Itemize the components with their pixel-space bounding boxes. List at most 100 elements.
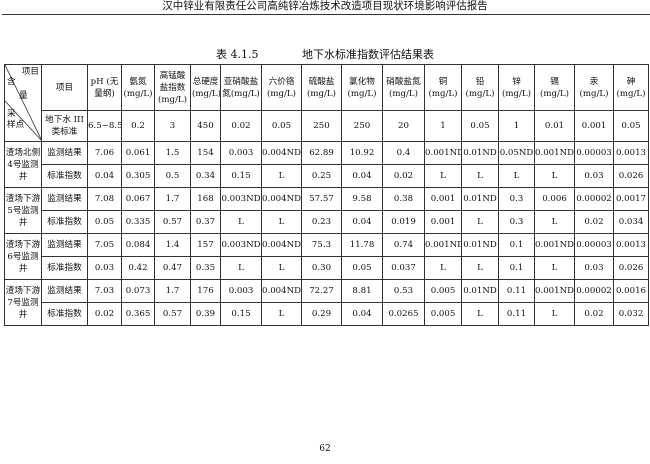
table-cell: L <box>461 210 499 234</box>
table-cell: 0.38 <box>382 187 425 211</box>
table-cell: 0.004ND <box>261 187 302 211</box>
standard-value: 0.05 <box>261 110 302 142</box>
table-cell: 0.47 <box>154 256 191 280</box>
table-cell: 0.0265 <box>382 302 425 326</box>
standard-value: 1 <box>424 110 462 142</box>
table-cell: 0.073 <box>121 279 155 303</box>
row-label: 监测结果 <box>41 233 88 257</box>
table-cell: 0.11 <box>498 279 535 303</box>
table-number: 表 4.1.5 <box>216 48 259 61</box>
column-header: 六价铬 (mg/L) <box>261 64 302 111</box>
table-cell: L <box>261 302 302 326</box>
table-cell: 57.57 <box>301 187 342 211</box>
table-cell: 0.4 <box>382 141 425 165</box>
table-cell: 0.02 <box>574 210 614 234</box>
table-cell: 0.00003 <box>574 233 614 257</box>
table-cell: 0.1 <box>498 256 535 280</box>
row-label: 监测结果 <box>41 141 88 165</box>
table-cell: 0.0013 <box>613 141 649 165</box>
table-cell: L <box>220 210 262 234</box>
standard-value: 0.05 <box>461 110 499 142</box>
table-cell: 7.08 <box>87 187 122 211</box>
table-cell: 8.81 <box>341 279 383 303</box>
standard-value: 3 <box>154 110 191 142</box>
table-cell: 0.30 <box>301 256 342 280</box>
table-cell: 0.5 <box>154 164 191 188</box>
table-cell: 0.003ND <box>220 187 262 211</box>
table-cell: 0.74 <box>382 233 425 257</box>
table-cell: 0.034 <box>613 210 649 234</box>
table-cell: 0.003 <box>220 141 262 165</box>
table-cell: 0.11 <box>498 302 535 326</box>
table-cell: 0.026 <box>613 256 649 280</box>
table-cell: 0.42 <box>121 256 155 280</box>
groundwater-index-table: 项目 含 量 采样点 项目 pH (无量纲) 氨氮 (mg/L) 高锰酸盐指数 (mg… <box>4 64 649 326</box>
table-cell: 0.084 <box>121 233 155 257</box>
table-cell: 0.04 <box>341 210 383 234</box>
column-header: 氨氮 (mg/L) <box>121 64 155 111</box>
table-cell: 1.7 <box>154 279 191 303</box>
table-cell: 154 <box>190 141 221 165</box>
column-header: 高锰酸盐指数 (mg/L) <box>154 64 191 111</box>
table-cell: 0.03 <box>574 256 614 280</box>
table-cell: 0.3 <box>498 187 535 211</box>
table-cell: 0.061 <box>121 141 155 165</box>
table-cell: 0.00002 <box>574 279 614 303</box>
table-cell: 0.004ND <box>261 141 302 165</box>
column-header: 铜 (mg/L) <box>424 64 462 111</box>
column-header: 硫酸盐 (mg/L) <box>301 64 342 111</box>
table-row: 标准指数 0.05 0.335 0.57 0.37 L L 0.23 0.04 0.019 0.00… <box>5 210 649 234</box>
table-cell: 0.004ND <box>261 233 302 257</box>
table-cell: L <box>424 256 462 280</box>
diagonal-lines <box>5 65 41 140</box>
table-cell: 0.02 <box>382 164 425 188</box>
standard-value: 6.5~8.5 <box>87 110 122 142</box>
standard-value: 250 <box>341 110 383 142</box>
table-cell: 0.001 <box>424 187 462 211</box>
corner-label-amount: 量 <box>19 91 28 101</box>
corner-label-site: 采样点 <box>7 109 25 130</box>
row-label: 标准指数 <box>41 302 88 326</box>
table-cell: 0.02 <box>574 302 614 326</box>
table-cell: 1.4 <box>154 233 191 257</box>
standard-value: 0.01 <box>534 110 575 142</box>
table-cell: L <box>534 210 575 234</box>
row-label: 监测结果 <box>41 187 88 211</box>
row-label: 标准指数 <box>41 210 88 234</box>
table-cell: 0.35 <box>190 256 221 280</box>
table-cell: 0.006 <box>534 187 575 211</box>
table-row: 渣场下游6号监测井 监测结果 7.05 0.084 1.4 157 0.003ND 0.004… <box>4 233 649 280</box>
table-cell: 0.001ND <box>534 279 575 303</box>
column-header: 锌 (mg/L) <box>498 64 535 111</box>
column-header: 氯化物 (mg/L) <box>341 64 383 111</box>
column-header: pH (无量纲) <box>87 64 122 111</box>
site-name: 渣场下游6号监测井 <box>4 233 42 280</box>
table-cell: 0.15 <box>220 302 262 326</box>
site-name: 渣场下游7号监测井 <box>4 279 42 326</box>
site-name: 渣场北侧4号监测井 <box>4 141 42 188</box>
table-cell: 0.037 <box>382 256 425 280</box>
standard-value: 0.05 <box>613 110 649 142</box>
table-cell: 0.003ND <box>220 233 262 257</box>
table-cell: L <box>261 256 302 280</box>
standard-value: 20 <box>382 110 425 142</box>
table-cell: 7.05 <box>87 233 122 257</box>
table-cell: 0.001ND <box>424 141 462 165</box>
table-cell: 0.37 <box>190 210 221 234</box>
table-cell: 0.03 <box>574 164 614 188</box>
table-cell: 0.335 <box>121 210 155 234</box>
table-row: 渣场北侧4号监测井 监测结果 7.06 0.061 1.5 154 0.003 0.004ND… <box>4 141 649 188</box>
table-cell: 0.0013 <box>613 233 649 257</box>
table-cell: 0.25 <box>301 164 342 188</box>
table-cell: 0.01ND <box>461 187 499 211</box>
table-cell: 0.53 <box>382 279 425 303</box>
table-cell: 0.02 <box>87 302 122 326</box>
table-row: 标准指数 0.04 0.305 0.5 0.34 0.15 L 0.25 0.04 0.02 L L L… <box>5 164 649 188</box>
table-cell: 0.003 <box>220 279 262 303</box>
table-cell: 176 <box>190 279 221 303</box>
table-cell: 0.3 <box>498 210 535 234</box>
table-cell: 0.00002 <box>574 187 614 211</box>
running-head: 汉中锌业有限责任公司高纯锌冶炼技术改造项目现状环境影响评估报告 <box>162 0 488 12</box>
table-row: 渣场下游7号监测井 监测结果 7.03 0.073 1.7 176 0.003 0.004ND… <box>4 279 649 326</box>
table-cell: 0.39 <box>190 302 221 326</box>
